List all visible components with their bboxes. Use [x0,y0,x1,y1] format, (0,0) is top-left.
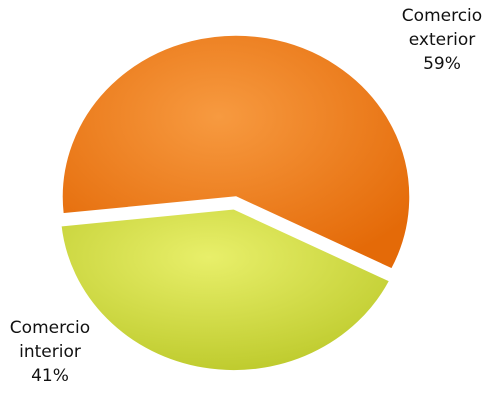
pie-slice [59,208,391,372]
category-label: Comercio interior [9,318,91,362]
pie-slice [61,34,411,271]
category-label: Comercio exterior [401,6,483,50]
slice-label: Comercio exterior 59% [392,4,492,76]
value-label: 59% [423,54,461,74]
slice-label: Comercio interior 41% [0,316,100,388]
value-label: 41% [31,366,69,386]
